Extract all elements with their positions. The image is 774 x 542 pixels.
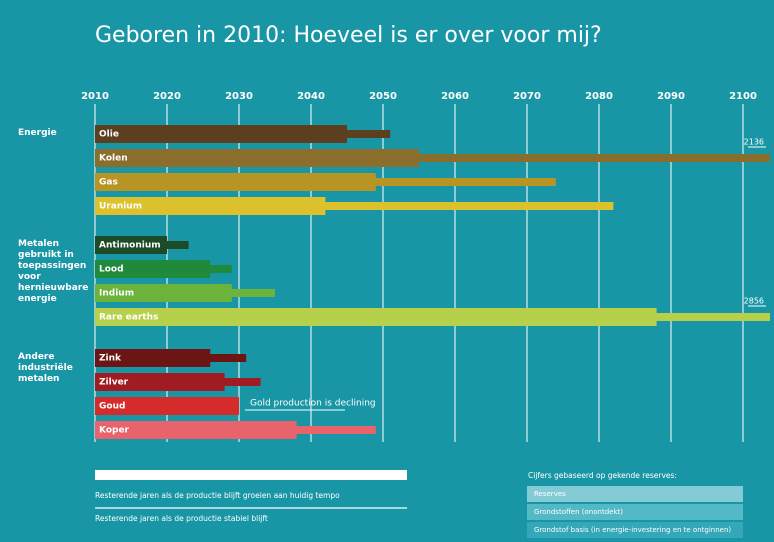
bars <box>95 125 770 439</box>
x-tick-label: 2040 <box>297 91 325 102</box>
legend-box <box>527 504 743 520</box>
legend-box <box>527 522 743 538</box>
bar-growing <box>95 236 167 254</box>
category-label: Antimonium <box>99 241 161 251</box>
category-label: Koper <box>99 426 130 436</box>
bar-growing <box>95 421 297 439</box>
bar-growing <box>95 308 657 326</box>
legend-box-label: Grondstof basis (in energie-investering … <box>534 526 731 534</box>
bar-growing <box>95 173 376 191</box>
x-tick-label: 2060 <box>441 91 469 102</box>
annotation: Gold production is declining <box>250 399 376 409</box>
value-label: 2136 <box>744 138 764 147</box>
bar-growing <box>95 125 347 143</box>
x-tick-label: 2100 <box>729 91 757 102</box>
x-tick-label: 2070 <box>513 91 541 102</box>
legend-growing-label: Resterende jaren als de productie blijft… <box>95 491 340 500</box>
category-label: Rare earths <box>99 313 158 323</box>
bar-stable <box>95 154 770 162</box>
group-label: Energie <box>18 128 57 138</box>
category-label: Goud <box>99 402 125 412</box>
category-label: Zilver <box>99 378 129 388</box>
x-tick-label: 2020 <box>153 91 181 102</box>
group-label: Andere industriële metalen <box>18 352 73 384</box>
x-tick-label: 2080 <box>585 91 613 102</box>
legend-box-label: Reserves <box>534 490 566 498</box>
bar-stable <box>95 202 614 210</box>
legend-box <box>527 486 743 502</box>
chart-title: Geboren in 2010: Hoeveel is er over voor… <box>95 23 602 48</box>
x-tick-label: 2050 <box>369 91 397 102</box>
bar-growing <box>95 149 419 167</box>
bar-growing <box>95 349 211 367</box>
x-tick-label: 2030 <box>225 91 253 102</box>
value-label: 2856 <box>744 297 764 306</box>
category-label: Zink <box>99 354 122 364</box>
category-label: Gas <box>99 178 118 188</box>
x-tick-label: 2090 <box>657 91 685 102</box>
legend-title: Cijfers gebaseerd op gekende reserves: <box>528 471 677 480</box>
legend-stable-label: Resterende jaren als de productie stabie… <box>95 514 268 523</box>
bar-growing <box>95 197 326 215</box>
bar-growing <box>95 284 232 302</box>
category-label: Indium <box>99 289 134 299</box>
group-label: Metalen gebruikt in toepassingen voor hernie… <box>18 239 88 304</box>
category-label: Olie <box>99 130 119 140</box>
legend-box-label: Grondstoffen (onontdekt) <box>534 508 623 516</box>
bar-growing <box>95 397 239 415</box>
category-label: Uranium <box>99 202 142 212</box>
category-label: Lood <box>99 265 124 275</box>
bar-growing <box>95 260 211 278</box>
legend-growing-swatch <box>95 470 407 480</box>
bar-growing <box>95 373 225 391</box>
category-label: Kolen <box>99 154 128 164</box>
x-tick-label: 2010 <box>81 91 109 102</box>
